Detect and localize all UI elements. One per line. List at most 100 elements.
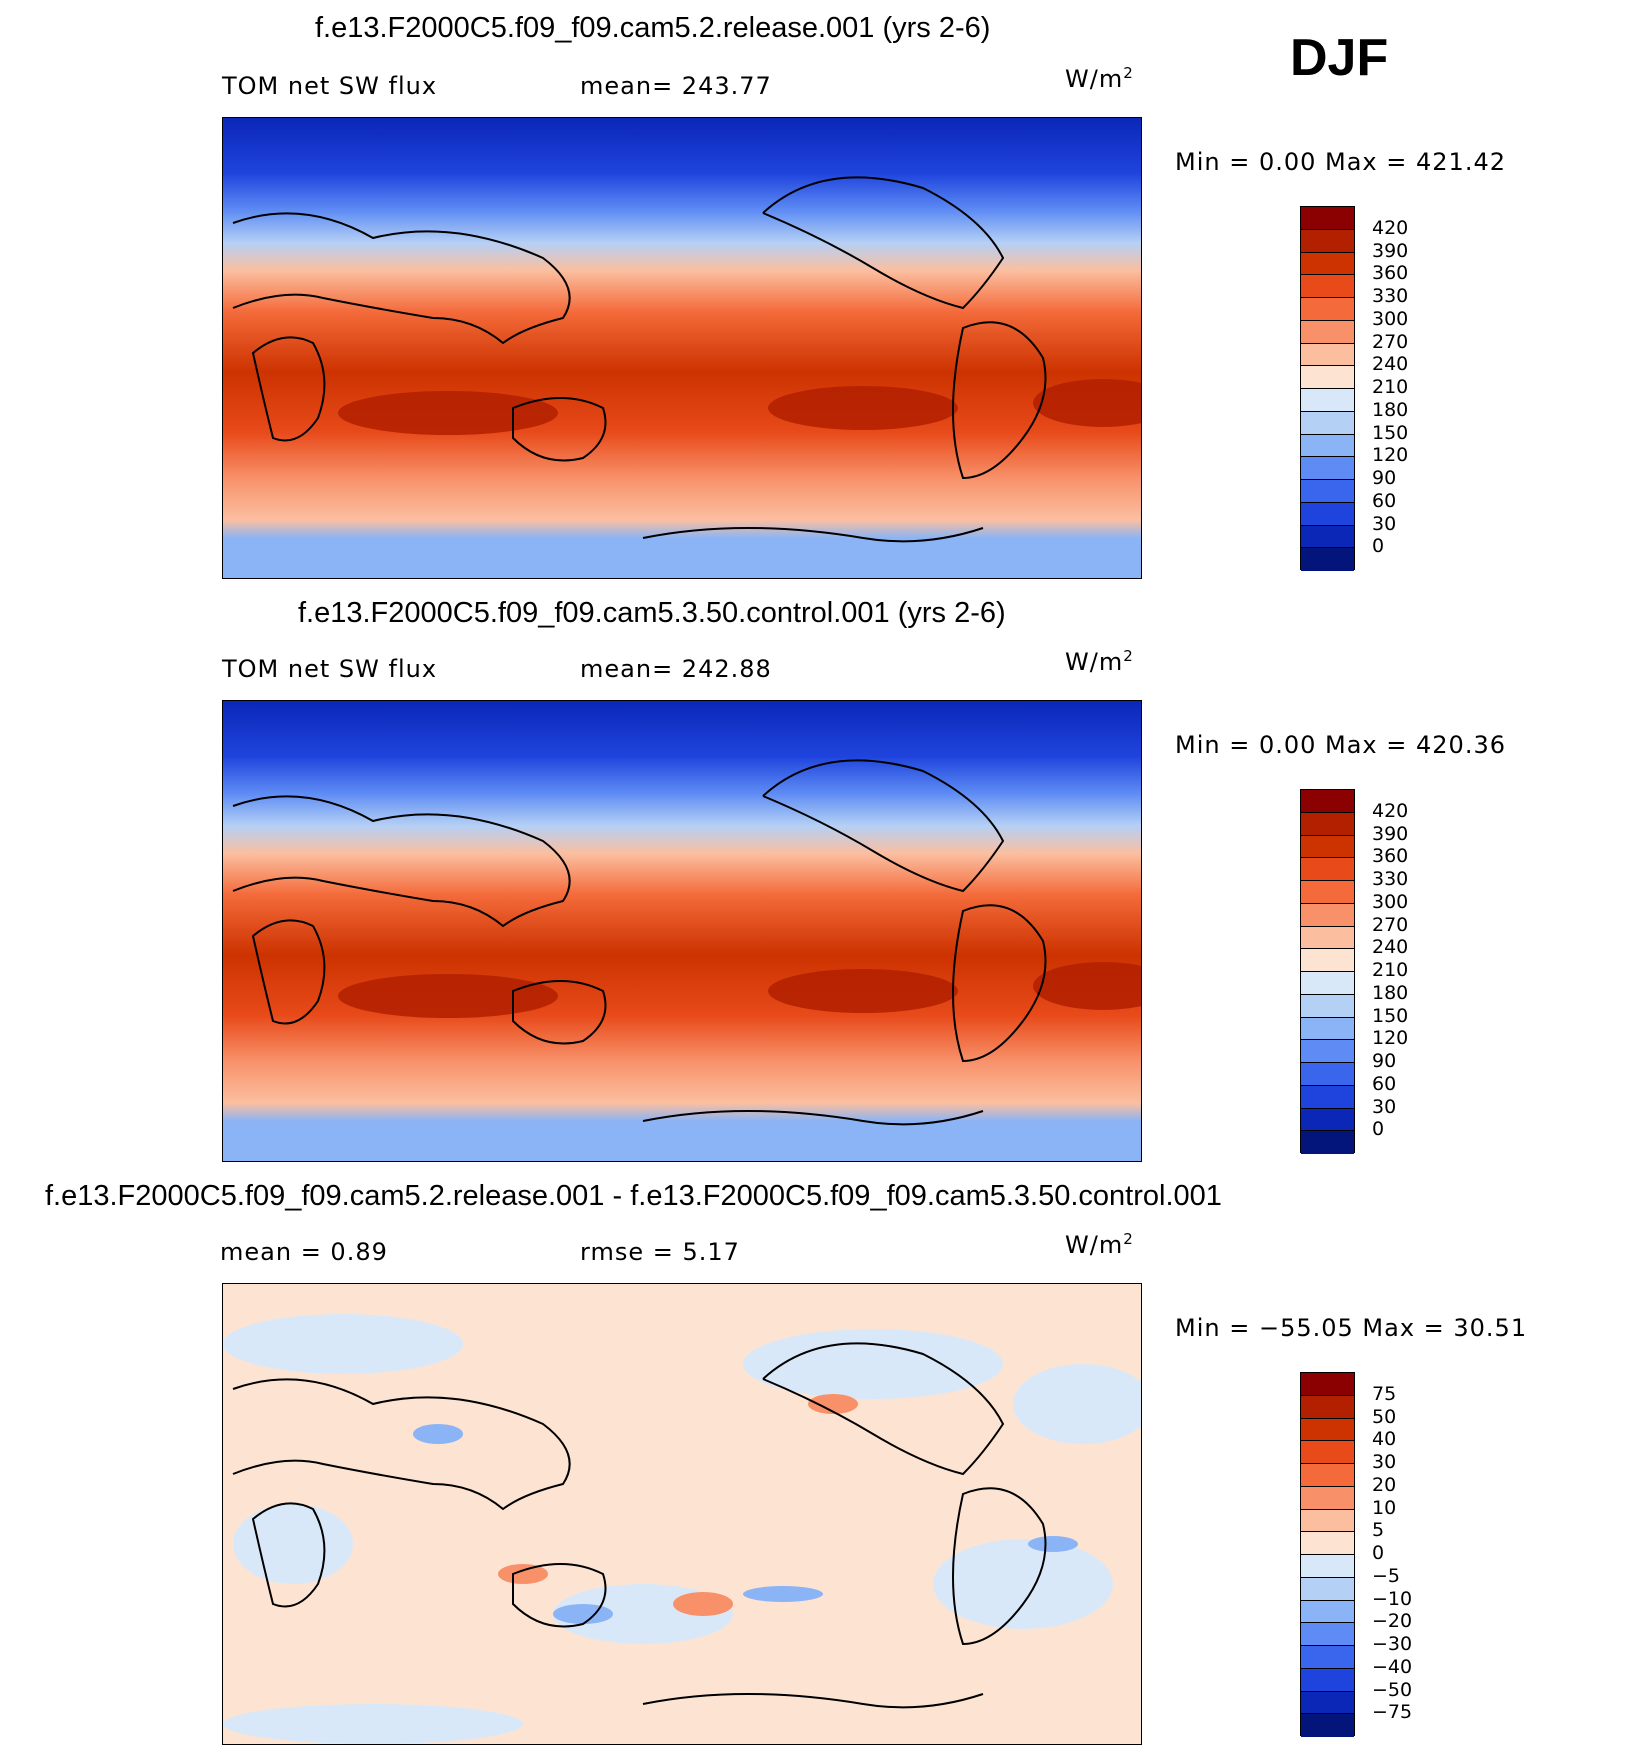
- colorbar-swatch: [1301, 275, 1354, 298]
- colorbar-swatch: [1301, 1040, 1354, 1063]
- colorbar-swatch: [1301, 343, 1354, 367]
- colorbar: [1300, 206, 1355, 571]
- colorbar-tick-label: 90: [1372, 467, 1397, 489]
- colorbar-ticks: 75 50 40 30 20 10 5 0 −5 −10 −20 −30 −40 −50 −75: [1372, 1372, 1452, 1736]
- colorbar-swatch: [1301, 252, 1354, 276]
- colorbar-tick-label: 360: [1372, 262, 1409, 285]
- colorbar-swatch: [1301, 949, 1354, 972]
- panel-title: f.e13.F2000C5.f09_f09.cam5.2.release.001…: [315, 12, 991, 44]
- colorbar-tick-label: 360: [1372, 845, 1409, 868]
- colorbar-swatch: [1301, 366, 1354, 389]
- colorbar-tick-label: 420: [1372, 799, 1409, 822]
- colorbar-tick-label: 0: [1372, 535, 1385, 558]
- colorbar-tick-label: 330: [1372, 868, 1409, 890]
- colorbar-tick-label: 180: [1372, 981, 1409, 1004]
- colorbar-tick-label: 270: [1372, 330, 1409, 353]
- colorbar-swatch: [1301, 480, 1354, 503]
- colorbar-tick-label: 5: [1372, 1519, 1385, 1542]
- colorbar-swatch: [1301, 502, 1354, 526]
- colorbar-tick-label: 180: [1372, 398, 1409, 421]
- colorbar-swatch: [1301, 457, 1354, 480]
- field-label: TOM net SW flux: [222, 72, 438, 100]
- colorbar-swatch: [1301, 972, 1354, 995]
- colorbar-swatch: [1301, 1017, 1354, 1041]
- colorbar-tick-label: 30: [1372, 1095, 1397, 1118]
- colorbar-tick-label: 75: [1372, 1382, 1397, 1405]
- mean-label: mean = 0.89: [220, 1238, 388, 1266]
- colorbar-tick-label: −75: [1372, 1701, 1413, 1724]
- colorbar-swatch: [1301, 1600, 1354, 1624]
- mean-label: mean= 243.77: [580, 72, 772, 100]
- colorbar-swatch: [1301, 1623, 1354, 1646]
- colorbar-swatch: [1301, 1486, 1354, 1510]
- colorbar-swatch: [1301, 881, 1354, 904]
- colorbar-tick-label: 50: [1372, 1405, 1397, 1428]
- units-label: W/m2: [1065, 1230, 1134, 1259]
- colorbar-tick-label: 30: [1372, 512, 1397, 535]
- colorbar-swatch: [1301, 207, 1354, 230]
- minmax-label: Min = −55.05 Max = 30.51: [1175, 1314, 1528, 1342]
- colorbar-swatch: [1301, 320, 1354, 344]
- colorbar-tick-label: 60: [1372, 1072, 1397, 1095]
- colorbar-ticks: 420 390 360 330 300 270 240 210 180 150 120 90 60 30 0: [1372, 206, 1452, 570]
- map-panel-2: [222, 700, 1142, 1162]
- colorbar-swatch: [1301, 994, 1354, 1018]
- colorbar-swatch: [1301, 1646, 1354, 1669]
- colorbar-swatch: [1301, 926, 1354, 950]
- colorbar-swatch: [1301, 1532, 1354, 1555]
- colorbar-swatch: [1301, 298, 1354, 321]
- colorbar-tick-label: 300: [1372, 307, 1409, 330]
- colorbar-swatch: [1301, 1373, 1354, 1396]
- colorbar-tick-label: 150: [1372, 1004, 1409, 1027]
- colorbar-swatch: [1301, 1714, 1354, 1737]
- colorbar-swatch: [1301, 525, 1354, 549]
- map-field: [223, 1284, 1141, 1744]
- colorbar-swatch: [1301, 790, 1354, 813]
- colorbar-tick-label: −10: [1372, 1587, 1413, 1610]
- colorbar-swatch: [1301, 1395, 1354, 1419]
- colorbar-swatch: [1301, 1555, 1354, 1578]
- colorbar-swatch: [1301, 903, 1354, 927]
- colorbar-tick-label: 270: [1372, 913, 1409, 936]
- rmse-label: rmse = 5.17: [580, 1238, 740, 1266]
- colorbar-tick-label: −40: [1372, 1655, 1413, 1678]
- colorbar-tick-label: 210: [1372, 376, 1409, 398]
- colorbar-tick-label: 300: [1372, 890, 1409, 913]
- map-field: [223, 118, 1141, 578]
- colorbar-tick-label: 90: [1372, 1050, 1397, 1072]
- colorbar-tick-label: 120: [1372, 1027, 1409, 1050]
- colorbar-swatch: [1301, 1063, 1354, 1086]
- colorbar-tick-label: −20: [1372, 1610, 1413, 1633]
- colorbar-swatch: [1301, 1108, 1354, 1132]
- mean-label: mean= 242.88: [580, 655, 772, 683]
- map-panel-3: [222, 1283, 1142, 1745]
- colorbar-tick-label: 240: [1372, 936, 1409, 959]
- colorbar-tick-label: 330: [1372, 285, 1409, 307]
- colorbar-swatch: [1301, 229, 1354, 253]
- panel-title: f.e13.F2000C5.f09_f09.cam5.2.release.001…: [45, 1180, 1222, 1212]
- colorbar-swatch: [1301, 1131, 1354, 1154]
- colorbar-swatch: [1301, 812, 1354, 836]
- panel-title: f.e13.F2000C5.f09_f09.cam5.3.50.control.…: [298, 597, 1006, 629]
- minmax-label: Min = 0.00 Max = 420.36: [1175, 731, 1506, 759]
- colorbar-swatch: [1301, 1509, 1354, 1533]
- colorbar-tick-label: −30: [1372, 1633, 1413, 1655]
- colorbar: [1300, 789, 1355, 1154]
- colorbar-swatch: [1301, 858, 1354, 881]
- colorbar-tick-label: 390: [1372, 822, 1409, 845]
- colorbar-tick-label: −5: [1372, 1564, 1401, 1587]
- colorbar-swatch: [1301, 1691, 1354, 1715]
- colorbar-swatch: [1301, 1577, 1354, 1601]
- colorbar-tick-label: 120: [1372, 444, 1409, 467]
- season-label: DJF: [1290, 29, 1389, 87]
- map-field: [223, 701, 1141, 1161]
- colorbar-swatch: [1301, 548, 1354, 571]
- colorbar-tick-label: 240: [1372, 353, 1409, 376]
- colorbar-swatch: [1301, 1668, 1354, 1692]
- units-label: W/m2: [1065, 647, 1134, 676]
- colorbar-swatch: [1301, 1441, 1354, 1464]
- colorbar-swatch: [1301, 434, 1354, 458]
- colorbar-tick-label: 40: [1372, 1428, 1397, 1451]
- colorbar-tick-label: 20: [1372, 1473, 1397, 1496]
- colorbar-tick-label: −50: [1372, 1678, 1413, 1701]
